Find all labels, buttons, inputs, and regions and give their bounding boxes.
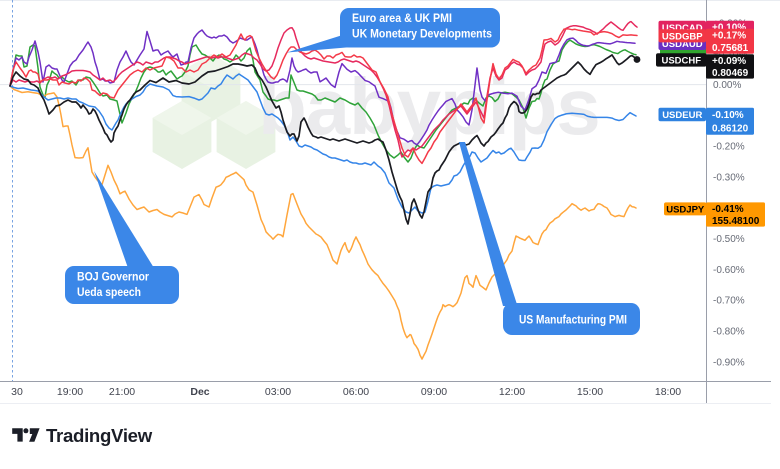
svg-text:USDAUD: USDAUD [662,39,703,50]
svg-text:US Manufacturing PMI: US Manufacturing PMI [519,313,627,327]
svg-text:-0.41%: -0.41% [712,204,744,215]
svg-text:+0.17%: +0.17% [712,31,746,42]
svg-text:Euro area & UK PMI: Euro area & UK PMI [352,11,452,25]
svg-text:12:00: 12:00 [499,386,525,398]
svg-text:+0.09%: +0.09% [712,56,746,67]
svg-text:USDCHF: USDCHF [661,55,701,66]
svg-text:03:00: 03:00 [265,386,291,398]
svg-text:0.00%: 0.00% [713,80,741,91]
svg-text:USDJPY: USDJPY [666,204,705,215]
svg-text:TradingView: TradingView [46,425,153,446]
svg-text:USDCAD: USDCAD [662,23,703,34]
svg-text:-0.70%: -0.70% [713,296,745,307]
svg-text:UK Monetary Developments: UK Monetary Developments [352,27,492,41]
svg-text:19:00: 19:00 [57,386,83,398]
svg-text:09:00: 09:00 [421,386,447,398]
svg-text:-0.90%: -0.90% [713,357,745,368]
svg-text:-0.10%: -0.10% [712,110,744,121]
svg-text:21:00: 21:00 [109,386,135,398]
svg-text:-0.20%: -0.20% [713,142,745,153]
svg-text:BOJ Governor: BOJ Governor [77,270,149,284]
svg-text:-0.60%: -0.60% [713,265,745,276]
svg-text:18:00: 18:00 [655,386,681,398]
svg-text:0.86120: 0.86120 [712,124,749,135]
svg-text:Dec: Dec [190,386,209,398]
svg-text:15:00: 15:00 [577,386,603,398]
svg-text:-0.30%: -0.30% [713,173,745,184]
svg-text:155.48100: 155.48100 [712,216,760,227]
svg-text:+0.10%: +0.10% [712,23,746,34]
svg-text:0.80469: 0.80469 [712,68,749,79]
svg-text:06:00: 06:00 [343,386,369,398]
svg-text:-0.50%: -0.50% [713,234,745,245]
svg-text:USDEUR: USDEUR [662,110,702,121]
svg-text:30: 30 [11,386,23,398]
svg-text:Ueda speech: Ueda speech [77,285,141,299]
svg-text:-0.80%: -0.80% [713,327,745,338]
svg-text:0.75681: 0.75681 [712,43,749,54]
svg-text:USDGBP: USDGBP [662,31,703,42]
